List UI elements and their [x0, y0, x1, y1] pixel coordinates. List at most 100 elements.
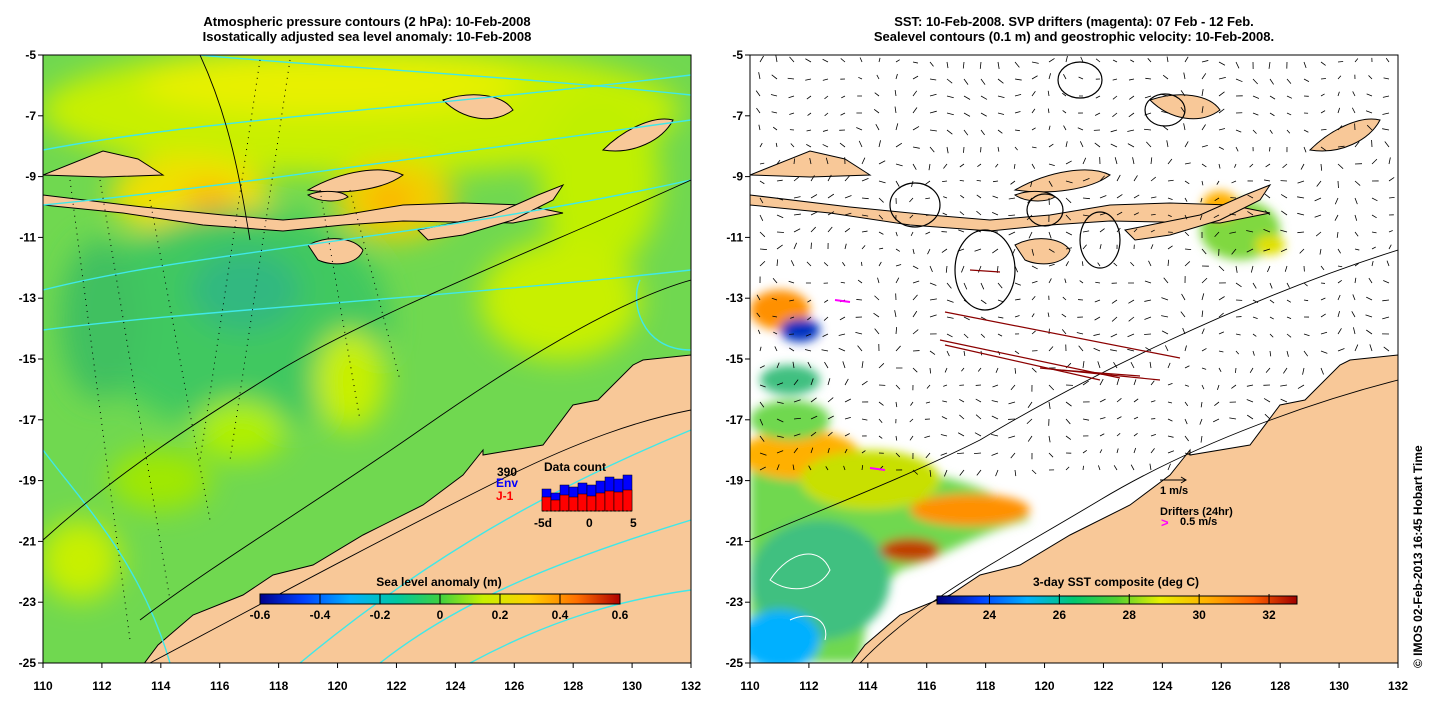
left-lat-tick-label: -13 — [19, 291, 37, 305]
right-colorbar-tick-label: 28 — [1123, 608, 1137, 622]
data-count-bars — [541, 474, 633, 512]
right-map-panel — [749, 54, 1399, 664]
left-lon-tick-label: 122 — [386, 679, 406, 693]
left-title-line1: Atmospheric pressure contours (2 hPa): 1… — [203, 14, 531, 29]
map-axes: 110 112 114 116 118 120 122 124 126 128 130 132 -5 -7… — [19, 48, 1409, 693]
data-count-inset: Data count 390 Env J-1 -5d 0 5 — [496, 460, 637, 530]
right-lon-tick-label: 114 — [858, 679, 878, 693]
left-colorbar-tick-label: 0.6 — [612, 608, 629, 622]
data-count-bar-j1 — [622, 489, 633, 512]
left-title-line2: Isostatically adjusted sea level anomaly… — [202, 29, 532, 44]
left-colorbar-tick-label: 0.2 — [492, 608, 509, 622]
left-colorbar-tick-label: -0.4 — [310, 608, 331, 622]
left-lon-tick-label: 120 — [328, 679, 348, 693]
left-lat-tick-label: -17 — [19, 413, 37, 427]
right-colorbar-tick-label: 32 — [1262, 608, 1276, 622]
left-lat-tick-label: -15 — [19, 352, 37, 366]
right-lon-tick-label: 130 — [1329, 679, 1349, 693]
right-colorbar-scale — [936, 595, 1298, 605]
right-colorbar-tick-label: 24 — [983, 608, 997, 622]
left-lat-tick-label: -23 — [19, 595, 37, 609]
right-lat-tick-label: -17 — [726, 413, 744, 427]
data-count-bar-j1 — [577, 493, 588, 512]
left-colorbar-tick-label: -0.6 — [250, 608, 271, 622]
left-lat-tick-label: -5 — [25, 48, 36, 62]
left-lat-tick-label: -9 — [25, 170, 36, 184]
right-map-field — [750, 55, 1398, 663]
left-lon-tick-label: 132 — [681, 679, 701, 693]
left-panel-title: Atmospheric pressure contours (2 hPa): 1… — [43, 14, 691, 44]
right-lon-tick-label: 124 — [1152, 679, 1172, 693]
right-colorbar-tick-label: 26 — [1053, 608, 1067, 622]
drifters-legend-title: Drifters (24hr) — [1160, 506, 1233, 518]
right-lon-tick-label: 128 — [1270, 679, 1290, 693]
data-count-bar-j1 — [541, 496, 552, 512]
left-lon-tick-label: 130 — [622, 679, 642, 693]
left-lat-tick-label: -11 — [19, 230, 36, 244]
right-lon-tick-label: 120 — [1035, 679, 1055, 693]
right-lon-tick-label: 126 — [1211, 679, 1231, 693]
data-count-bar-j1 — [613, 491, 624, 512]
drifter-arrow-icon: > — [1161, 515, 1169, 530]
left-lon-tick-label: 128 — [563, 679, 583, 693]
left-lat-tick-label: -21 — [19, 534, 37, 548]
right-lat-tick-label: -7 — [732, 109, 743, 123]
right-lat-tick-label: -19 — [726, 474, 744, 488]
right-colorbar-label: 3-day SST composite (deg C) — [1033, 575, 1199, 589]
data-count-bar-j1 — [568, 496, 579, 512]
left-lon-tick-label: 124 — [445, 679, 465, 693]
data-count-max: 390 — [497, 465, 517, 479]
velocity-legend-label: 1 m/s — [1160, 485, 1188, 497]
left-lat-tick-label: -19 — [19, 474, 37, 488]
data-count-series-env: Env — [496, 476, 518, 490]
right-lon-tick-label: 132 — [1388, 679, 1408, 693]
right-lat-tick-label: -21 — [726, 534, 744, 548]
right-lat-tick-label: -9 — [732, 170, 743, 184]
data-count-bar-j1 — [586, 495, 597, 512]
left-lon-tick-label: 112 — [92, 679, 112, 693]
left-map-field — [43, 55, 691, 663]
drifters-legend-speed: 0.5 m/s — [1180, 516, 1217, 528]
right-lat-tick-label: -25 — [726, 656, 744, 670]
right-lon-tick-label: 112 — [799, 679, 819, 693]
data-count-series-j1: J-1 — [496, 489, 514, 503]
left-lon-tick-label: 114 — [151, 679, 171, 693]
data-count-title: Data count — [544, 460, 606, 474]
right-colorbar: 3-day SST composite (deg C) 24 26 28 30 32 — [936, 575, 1298, 622]
right-lat-tick-label: -23 — [726, 595, 744, 609]
left-lon-tick-label: 126 — [504, 679, 524, 693]
data-count-bar-j1 — [559, 494, 570, 512]
right-lon-tick-label: 110 — [740, 679, 760, 693]
right-lat-tick-label: -15 — [726, 352, 744, 366]
left-colorbar: Sea level anomaly (m) -0.6 -0.4 -0.2 0 0.2 0.… — [250, 575, 629, 622]
credit-text: © IMOS 02-Feb-2013 16:45 Hobart Time — [1411, 445, 1425, 668]
right-title-line1: SST: 10-Feb-2008. SVP drifters (magenta)… — [894, 14, 1254, 29]
right-lon-tick-label: 118 — [976, 679, 996, 693]
left-map-panel — [42, 54, 692, 664]
left-lon-tick-label: 110 — [33, 679, 53, 693]
velocity-legend: 1 m/s Drifters (24hr) > 0.5 m/s — [1160, 476, 1233, 530]
left-lat-tick-label: -7 — [25, 109, 36, 123]
data-count-bar-j1 — [595, 492, 606, 512]
data-count-bar-j1 — [550, 499, 561, 512]
data-count-tick-start: -5d — [534, 516, 552, 530]
right-title-line2: Sealevel contours (0.1 m) and geostrophi… — [873, 29, 1275, 44]
left-colorbar-tick-label: 0.4 — [552, 608, 569, 622]
left-colorbar-label: Sea level anomaly (m) — [376, 575, 501, 589]
left-lon-tick-label: 116 — [210, 679, 230, 693]
left-lat-tick-label: -25 — [19, 656, 37, 670]
data-count-bar-j1 — [604, 490, 615, 512]
data-count-tick-mid: 0 — [586, 516, 593, 530]
right-lat-tick-label: -5 — [732, 48, 743, 62]
left-colorbar-tick-label: 0 — [437, 608, 444, 622]
right-panel-title: SST: 10-Feb-2008. SVP drifters (magenta)… — [750, 14, 1398, 44]
right-colorbar-tick-label: 30 — [1192, 608, 1206, 622]
right-lat-tick-label: -11 — [726, 230, 743, 244]
right-lat-tick-label: -13 — [726, 291, 744, 305]
right-lon-tick-label: 116 — [917, 679, 937, 693]
left-colorbar-tick-label: -0.2 — [370, 608, 391, 622]
left-lon-tick-label: 118 — [269, 679, 289, 693]
data-count-tick-end: 5 — [630, 516, 637, 530]
